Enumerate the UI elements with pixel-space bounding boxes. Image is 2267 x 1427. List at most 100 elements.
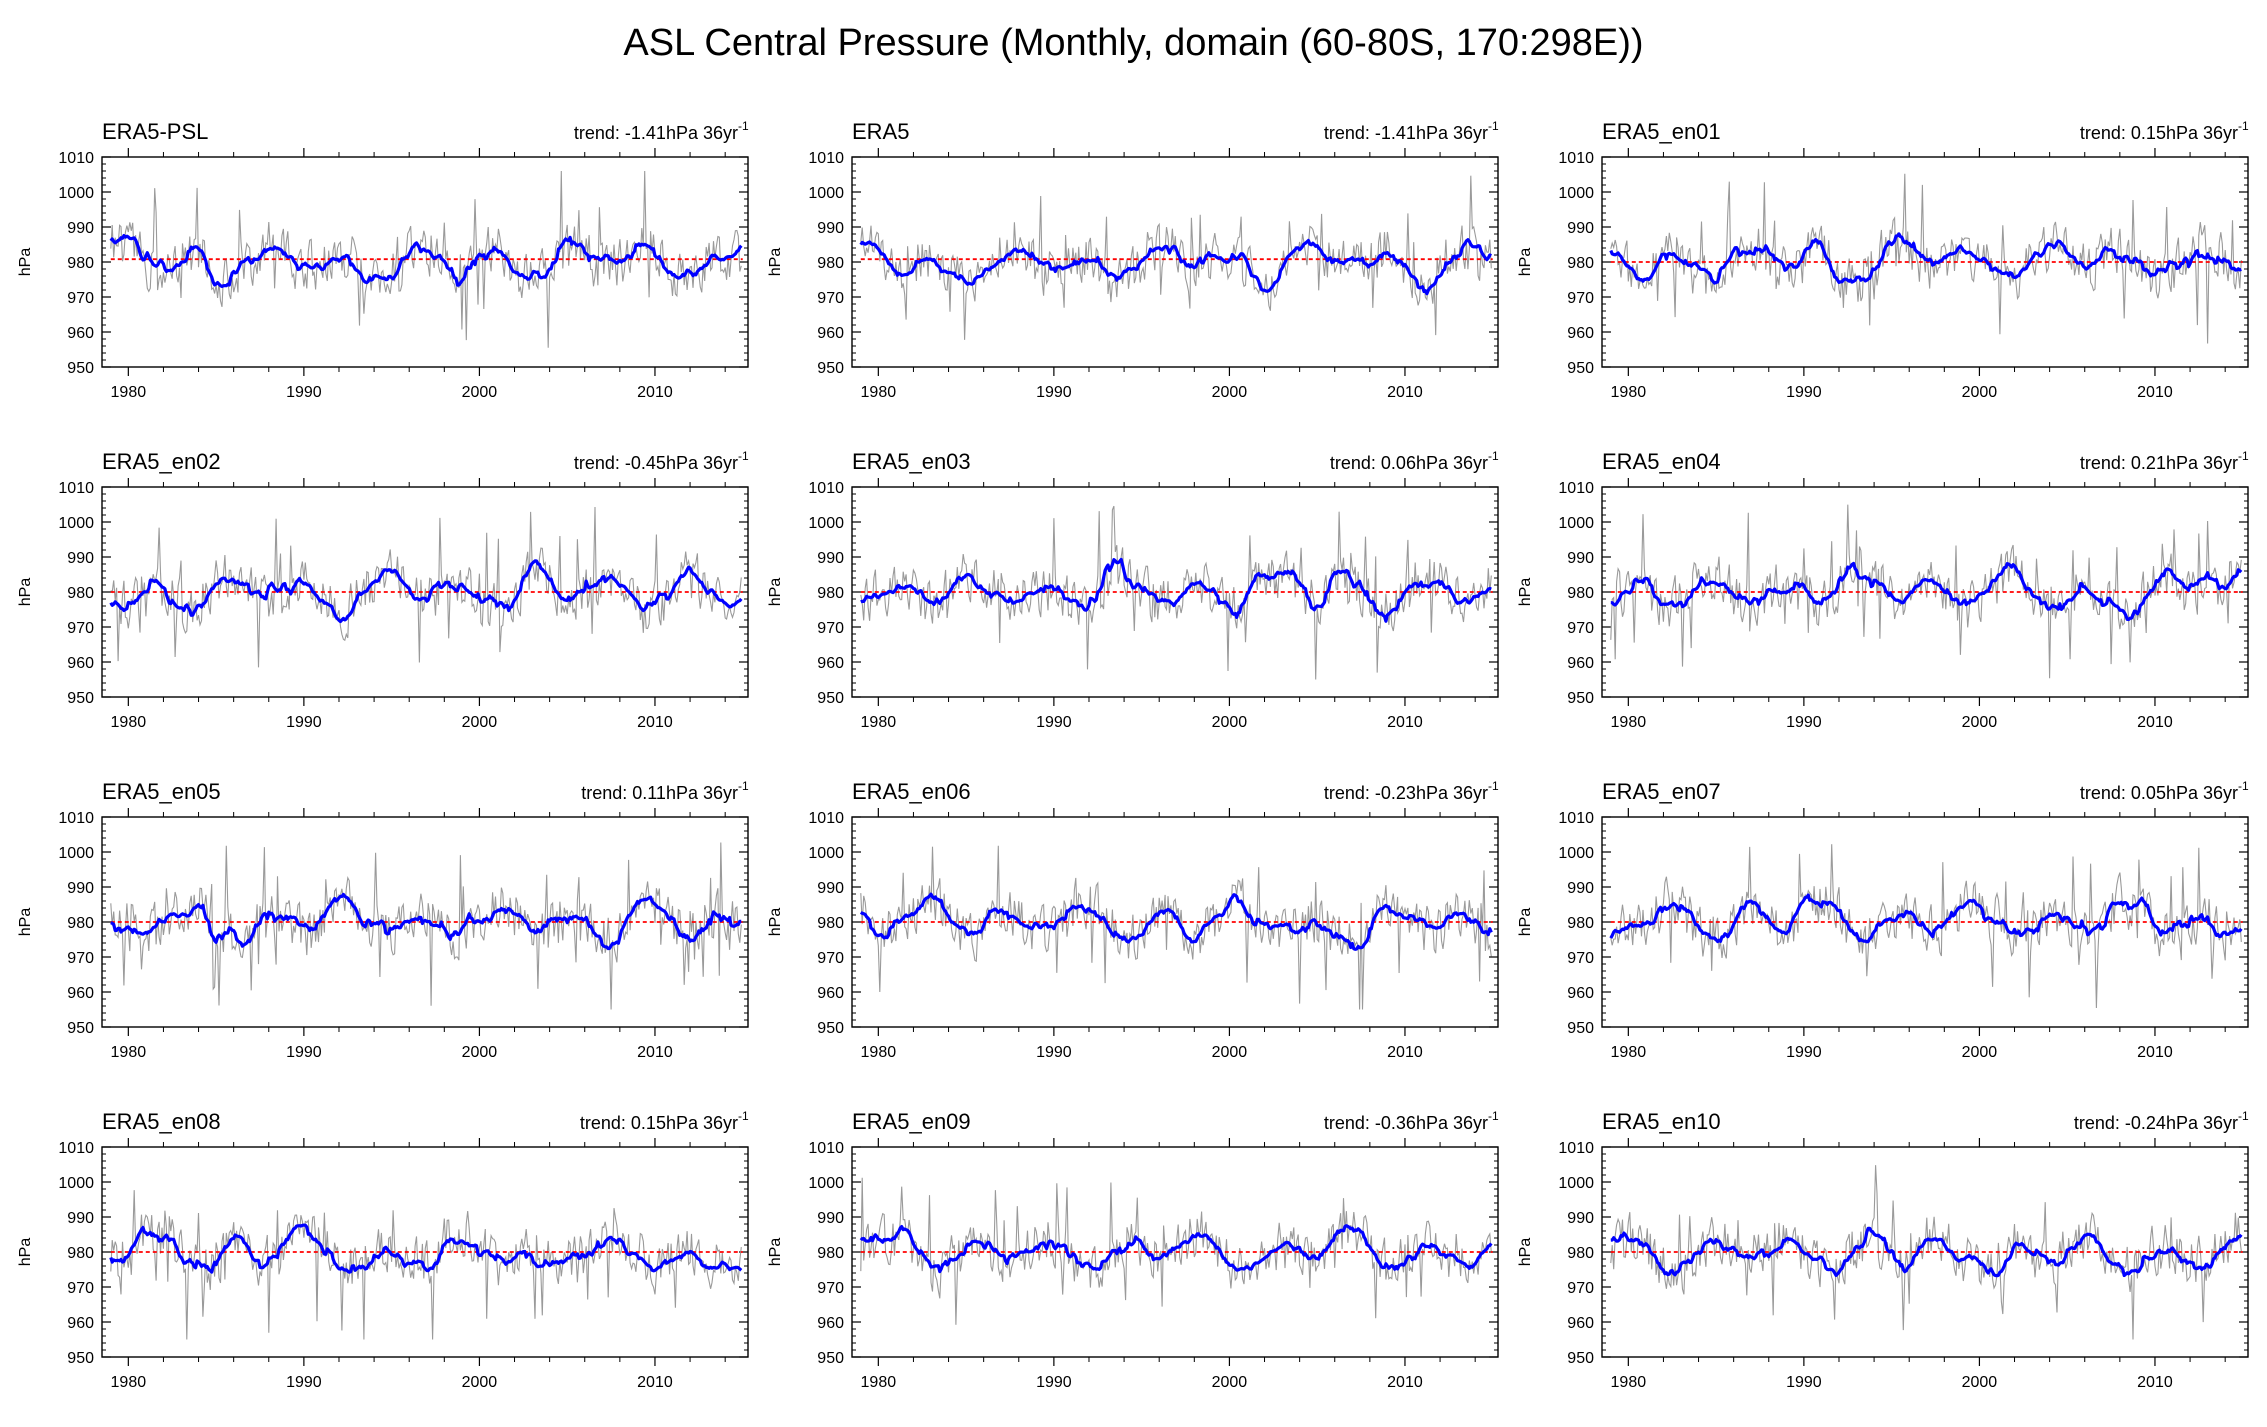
y-tick-label: 990 [67,550,94,567]
y-tick-label: 980 [67,1245,94,1262]
y-tick-label: 980 [1567,1245,1594,1262]
x-tick-label: 1980 [111,384,147,401]
y-axis-label: hPa [1517,248,1534,277]
x-tick-label: 2010 [1387,384,1423,401]
chart-panel: ERA5_en08 trend: 0.15hPa 36yr -1 hPa 950 960 9… [17,1109,749,1391]
y-tick-label: 1010 [58,810,94,827]
y-tick-label: 1010 [808,1140,844,1157]
y-tick-label: 970 [817,620,844,637]
series-monthly-line [860,1177,1492,1325]
y-tick-label: 990 [817,1210,844,1227]
series-running-mean-line [859,1224,1493,1274]
y-tick-label: 960 [67,1315,94,1332]
x-tick-label: 1990 [1786,714,1822,731]
x-tick-label: 1990 [1036,1374,1072,1391]
y-axis-label: hPa [1517,1238,1534,1267]
x-tick-label: 2010 [2137,1374,2173,1391]
y-tick-label: 960 [67,655,94,672]
y-tick-label: 980 [67,585,94,602]
y-tick-label: 980 [817,1245,844,1262]
chart-panel: ERA5_en05 trend: 0.11hPa 36yr -1 hPa 950 960 9… [17,779,749,1061]
y-tick-label: 1010 [808,480,844,497]
x-tick-label: 1980 [111,1374,147,1391]
y-tick-label: 960 [1567,325,1594,342]
chart-panel: ERA5_en02 trend: -0.45hPa 36yr -1 hPa 950 960… [17,449,749,731]
y-axis-label: hPa [767,1238,784,1267]
trend-label: trend: -1.41hPa 36yr [574,123,738,143]
y-tick-label: 950 [67,1350,94,1367]
panel-title: ERA5_en02 [102,449,221,474]
y-tick-label: 950 [1567,1020,1594,1037]
y-tick-label: 1000 [808,185,844,202]
y-tick-label: 1010 [58,1140,94,1157]
y-tick-label: 960 [1567,655,1594,672]
x-tick-label: 1980 [1611,714,1647,731]
x-tick-label: 1980 [861,1044,897,1061]
x-tick-label: 1990 [1036,384,1072,401]
x-tick-label: 1990 [1786,1044,1822,1061]
panel-title: ERA5_en01 [1602,119,1721,144]
x-tick-label: 1990 [1036,714,1072,731]
y-tick-label: 990 [67,1210,94,1227]
x-tick-label: 2010 [637,1044,673,1061]
x-tick-label: 2000 [462,1374,498,1391]
y-axis-label: hPa [767,248,784,277]
series-monthly-line [860,175,1492,340]
y-axis-label: hPa [17,1238,34,1267]
y-tick-label: 1000 [808,515,844,532]
x-tick-label: 2010 [2137,1044,2173,1061]
x-tick-label: 2010 [1387,714,1423,731]
y-tick-label: 1000 [1558,185,1594,202]
series-running-mean-line [1610,561,2243,622]
y-tick-label: 970 [1567,1280,1594,1297]
series-monthly-line [110,842,742,1010]
chart-panel: ERA5_en10 trend: -0.24hPa 36yr -1 hPa 950 960… [1517,1109,2249,1391]
x-tick-label: 2010 [1387,1044,1423,1061]
y-tick-label: 950 [817,1350,844,1367]
chart-panel: ERA5_en06 trend: -0.23hPa 36yr -1 hPa 950 960… [767,779,1499,1061]
y-tick-label: 990 [1567,1210,1594,1227]
x-tick-label: 2010 [2137,384,2173,401]
x-tick-label: 2000 [462,714,498,731]
chart-panel: ERA5_en09 trend: -0.36hPa 36yr -1 hPa 950 960… [767,1109,1499,1391]
series-running-mean-line [1609,232,2242,285]
y-tick-label: 1010 [808,150,844,167]
y-tick-label: 950 [1567,360,1594,377]
y-tick-label: 960 [67,985,94,1002]
y-tick-label: 970 [1567,950,1594,967]
y-tick-label: 950 [67,690,94,707]
trend-label: trend: -0.24hPa 36yr [2074,1113,2238,1133]
trend-label: trend: 0.11hPa 36yr [581,783,738,803]
y-tick-label: 1010 [58,480,94,497]
trend-label-exponent: -1 [1488,449,1499,463]
x-tick-label: 1980 [1611,384,1647,401]
series-monthly-line [110,506,742,668]
trend-label: trend: 0.05hPa 36yr [2080,783,2238,803]
x-tick-label: 1980 [1611,1374,1647,1391]
y-tick-label: 990 [817,880,844,897]
y-tick-label: 1010 [1558,480,1594,497]
x-tick-label: 2000 [1962,384,1998,401]
panel-title: ERA5_en08 [102,1109,221,1134]
y-tick-label: 950 [67,360,94,377]
x-tick-label: 2000 [1962,1044,1998,1061]
trend-label-exponent: -1 [1488,779,1499,793]
y-tick-label: 970 [67,1280,94,1297]
y-tick-label: 990 [1567,220,1594,237]
y-tick-label: 960 [1567,1315,1594,1332]
panel-title: ERA5-PSL [102,119,208,144]
y-axis-label: hPa [767,908,784,937]
trend-label: trend: 0.21hPa 36yr [2080,453,2238,473]
x-tick-label: 2000 [1962,1374,1998,1391]
y-tick-label: 960 [1567,985,1594,1002]
y-tick-label: 1010 [1558,150,1594,167]
y-tick-label: 970 [1567,290,1594,307]
y-tick-label: 950 [1567,690,1594,707]
y-tick-label: 980 [1567,255,1594,272]
y-tick-label: 980 [1567,915,1594,932]
y-tick-label: 990 [817,220,844,237]
series-running-mean-line [109,1223,743,1274]
trend-label-exponent: -1 [1488,1109,1499,1123]
x-tick-label: 1990 [1036,1044,1072,1061]
